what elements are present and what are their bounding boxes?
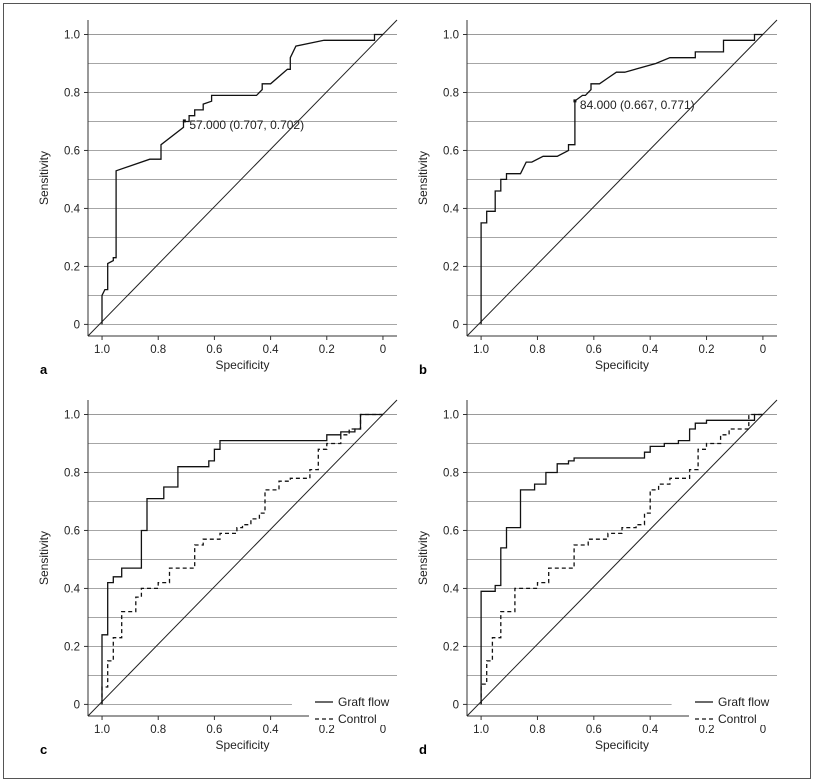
x-tick-label: 0.2 bbox=[319, 344, 335, 356]
y-tick-label: 0.4 bbox=[64, 203, 81, 215]
roc-curve-roc bbox=[101, 33, 383, 325]
roc-curve-graft-flow bbox=[101, 413, 383, 705]
y-axis-label: Sensitivity bbox=[37, 531, 51, 585]
legend-bg bbox=[689, 693, 779, 708]
x-tick-label: 0.4 bbox=[263, 344, 280, 356]
legend-label: Graft flow bbox=[338, 695, 390, 709]
y-tick-label: 0.4 bbox=[64, 583, 81, 595]
x-tick-label: 0.8 bbox=[150, 724, 166, 736]
y-axis-label: Sensitivity bbox=[37, 151, 51, 205]
x-tick-label: 0.4 bbox=[263, 724, 280, 736]
x-tick-label: 1.0 bbox=[94, 724, 110, 736]
y-tick-label: 0.6 bbox=[64, 525, 80, 537]
reference-diagonal bbox=[87, 399, 398, 717]
legend-bg bbox=[309, 693, 399, 708]
legend-label: Control bbox=[718, 712, 757, 726]
y-tick-label: 1.0 bbox=[64, 29, 80, 41]
reference-diagonal bbox=[466, 19, 778, 337]
panel-b: 0 0.2 0.4 0.6 0.8 1.0 1.0 0.8 0.6 0.4 0.2 0 Specific… bbox=[416, 19, 778, 377]
y-tick-label: 0 bbox=[453, 319, 459, 331]
x-tick-label: 0.8 bbox=[150, 344, 166, 356]
y-tick-label: 0.8 bbox=[443, 467, 459, 479]
panel-label: d bbox=[419, 742, 427, 757]
y-tick-label: 0.6 bbox=[64, 145, 80, 157]
reference-diagonal bbox=[466, 399, 778, 717]
panel-label: a bbox=[40, 362, 48, 377]
y-tick-label: 0.6 bbox=[443, 145, 459, 157]
y-tick-label: 0.8 bbox=[64, 467, 80, 479]
figure-frame bbox=[3, 3, 811, 779]
roc-curve-control bbox=[480, 413, 763, 705]
x-axis-label: Specificity bbox=[595, 738, 649, 752]
x-tick-label: 0 bbox=[760, 344, 766, 356]
x-tick-label: 0.6 bbox=[206, 344, 222, 356]
panel-c: 0 0.2 0.4 0.6 0.8 1.0 1.0 0.8 0.6 0.4 0.2 0 Specific… bbox=[37, 399, 399, 757]
y-tick-label: 0.2 bbox=[64, 641, 80, 653]
y-tick-label: 1.0 bbox=[64, 409, 80, 421]
x-tick-label: 0 bbox=[380, 344, 386, 356]
x-tick-label: 0.8 bbox=[529, 724, 545, 736]
y-tick-label: 0 bbox=[74, 699, 80, 711]
roc-curve-roc bbox=[480, 33, 763, 325]
legend-label: Graft flow bbox=[718, 695, 770, 709]
y-tick-label: 0.2 bbox=[64, 261, 80, 273]
y-axis-label: Sensitivity bbox=[416, 531, 430, 585]
legend-label: Control bbox=[338, 712, 377, 726]
roc-curve-graft-flow bbox=[480, 413, 763, 705]
x-tick-label: 0.2 bbox=[699, 724, 715, 736]
x-axis-label: Specificity bbox=[215, 358, 269, 372]
x-axis-label: Specificity bbox=[215, 738, 269, 752]
panel-d: 0 0.2 0.4 0.6 0.8 1.0 1.0 0.8 0.6 0.4 0.2 0 Specific… bbox=[416, 399, 779, 757]
y-tick-label: 0.6 bbox=[443, 525, 459, 537]
panel-label: b bbox=[419, 362, 427, 377]
legend-bg bbox=[309, 710, 399, 725]
y-tick-label: 0.2 bbox=[443, 641, 459, 653]
annotation-point bbox=[182, 119, 186, 123]
x-tick-label: 0.4 bbox=[642, 724, 659, 736]
x-tick-label: 0.4 bbox=[642, 344, 659, 356]
y-tick-label: 1.0 bbox=[443, 409, 459, 421]
panel-a: 0 0.2 0.4 0.6 0.8 1.0 1.0 0.8 0.6 0.4 0.2 0 Specific… bbox=[37, 19, 398, 377]
x-tick-label: 1.0 bbox=[94, 344, 110, 356]
annotation-point bbox=[573, 99, 577, 103]
y-tick-label: 0 bbox=[74, 319, 80, 331]
y-tick-label: 0 bbox=[453, 699, 459, 711]
reference-diagonal bbox=[87, 19, 398, 337]
x-tick-label: 0 bbox=[380, 724, 386, 736]
x-tick-label: 1.0 bbox=[473, 724, 489, 736]
x-tick-label: 0.2 bbox=[699, 344, 715, 356]
roc-curve-control bbox=[101, 413, 383, 705]
panel-label: c bbox=[40, 742, 47, 757]
x-tick-label: 0.6 bbox=[206, 724, 222, 736]
y-tick-label: 0.4 bbox=[443, 203, 460, 215]
y-tick-label: 1.0 bbox=[443, 29, 459, 41]
y-axis-label: Sensitivity bbox=[416, 151, 430, 205]
x-tick-label: 0.2 bbox=[319, 724, 335, 736]
x-tick-label: 0.8 bbox=[529, 344, 545, 356]
annotation-label: 57.000 (0.707, 0.702) bbox=[189, 118, 304, 132]
y-tick-label: 0.2 bbox=[443, 261, 459, 273]
x-tick-label: 0 bbox=[760, 724, 766, 736]
y-tick-label: 0.8 bbox=[443, 87, 459, 99]
x-tick-label: 0.6 bbox=[586, 344, 602, 356]
legend-bg bbox=[689, 710, 779, 725]
y-tick-label: 0.8 bbox=[64, 87, 80, 99]
x-tick-label: 1.0 bbox=[473, 344, 489, 356]
y-tick-label: 0.4 bbox=[443, 583, 460, 595]
annotation-label: 84.000 (0.667, 0.771) bbox=[580, 98, 695, 112]
x-axis-label: Specificity bbox=[595, 358, 649, 372]
x-tick-label: 0.6 bbox=[586, 724, 602, 736]
